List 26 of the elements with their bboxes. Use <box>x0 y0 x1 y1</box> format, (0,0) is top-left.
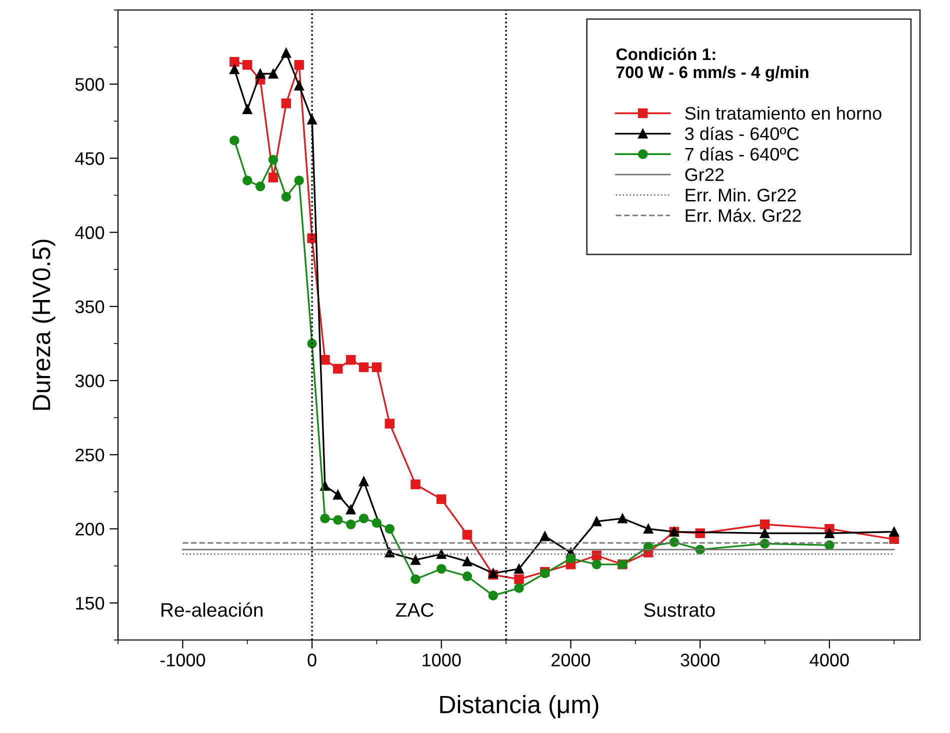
y-tick-label: 200 <box>76 522 104 536</box>
y-tick-label: 150 <box>76 596 104 610</box>
legend-label: 3 días - 640ºC <box>685 126 799 140</box>
legend-label: 7 días - 640ºC <box>685 147 799 161</box>
x-axis-title: Distancia (μm) <box>440 695 598 718</box>
x-tick-label: 4000 <box>810 654 849 666</box>
y-tick-label: 400 <box>75 226 104 240</box>
legend-label: Err. Min. Gr22 <box>686 188 796 202</box>
legend-label: Gr22 <box>685 168 724 182</box>
x-tick-label: -1000 <box>160 654 206 666</box>
legend-label: Err. Máx. Gr22 <box>686 208 801 222</box>
annotation: Re-aleación <box>162 602 262 617</box>
x-tick-label: 2000 <box>552 654 590 666</box>
annotation: Sustrato <box>644 603 715 617</box>
annotation: ZAC <box>396 603 434 617</box>
y-tick-label: 500 <box>75 78 104 91</box>
legend-label: Sin tratamiento en horno <box>685 106 882 120</box>
x-tick-label: 0 <box>308 654 316 666</box>
y-tick-label: 250 <box>76 448 104 462</box>
y-tick-label: 450 <box>75 152 104 165</box>
x-tick-label: 3000 <box>680 654 720 666</box>
y-axis-title: Dureza (HV0.5) <box>32 240 56 410</box>
y-tick-label: 350 <box>75 300 104 314</box>
x-tick-label: 1000 <box>422 654 461 666</box>
legend-title: Condición 1: 700 W - 6 mm/s - 4 g/min <box>616 48 808 82</box>
y-tick-label: 300 <box>75 374 104 388</box>
